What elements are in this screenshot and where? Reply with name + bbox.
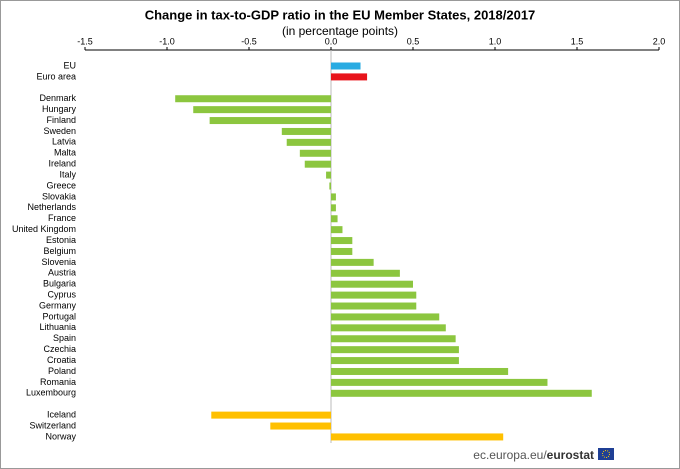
bar (331, 378, 548, 386)
bar (331, 280, 413, 288)
eu-flag (598, 448, 614, 460)
bar (331, 226, 343, 234)
bar (331, 193, 336, 201)
bar (331, 62, 361, 70)
footer-brand: eurostat (547, 448, 594, 462)
bar (331, 215, 338, 223)
bar (211, 411, 331, 419)
chart-subtitle: (in percentage points) (282, 24, 398, 38)
bar (331, 335, 456, 343)
y-tick-label: Cyprus (47, 289, 76, 299)
bar (331, 357, 459, 365)
y-tick-label: Estonia (46, 235, 76, 245)
chart-title: Change in tax-to-GDP ratio in the EU Mem… (145, 7, 536, 22)
y-tick-label: Latvia (52, 137, 76, 147)
y-tick-label: Poland (48, 366, 76, 376)
y-tick-label: Iceland (47, 409, 76, 419)
bar (331, 291, 417, 299)
bar (281, 127, 331, 135)
y-tick-label: Romania (40, 377, 76, 387)
bar (331, 247, 353, 255)
bar (331, 367, 509, 375)
y-tick-label: United Kingdom (12, 224, 76, 234)
y-tick-label: Italy (59, 169, 76, 179)
y-tick-label: Switzerland (29, 420, 76, 430)
y-tick-label: Slovakia (42, 191, 76, 201)
bar (331, 433, 504, 441)
footer-prefix: ec.europa.eu/ (473, 448, 547, 462)
y-tick-label: Netherlands (27, 202, 76, 212)
x-tick-label: 0.0 (325, 36, 338, 46)
bar (331, 73, 368, 81)
y-tick-label: Hungary (42, 104, 77, 114)
y-tick-label: EU (63, 60, 76, 70)
y-tick-label: Spain (53, 333, 76, 343)
bar (175, 95, 331, 103)
x-tick-label: 1.0 (489, 36, 502, 46)
y-tick-label: Portugal (42, 311, 76, 321)
y-tick-label: Germany (39, 300, 77, 310)
y-tick-label: Greece (46, 180, 76, 190)
x-tick-label: -1.0 (159, 36, 175, 46)
y-tick-label: Norway (45, 431, 76, 441)
y-tick-label: Slovenia (41, 257, 76, 267)
bar (331, 346, 459, 354)
y-tick-label: Sweden (43, 126, 76, 136)
bar (270, 422, 331, 430)
bar (331, 204, 336, 212)
bar (331, 302, 417, 310)
bar (286, 138, 331, 146)
y-tick-label: Finland (46, 115, 76, 125)
x-tick-label: 2.0 (653, 36, 666, 46)
y-tick-label: Belgium (43, 246, 76, 256)
y-tick-label: Ireland (48, 159, 76, 169)
bar (331, 324, 446, 332)
x-tick-label: -1.5 (77, 36, 93, 46)
y-tick-label: France (48, 213, 76, 223)
bar (193, 106, 331, 114)
y-tick-label: Austria (48, 268, 76, 278)
y-tick-label: Lithuania (39, 322, 76, 332)
x-tick-label: -0.5 (241, 36, 257, 46)
bar (299, 149, 331, 157)
bar (331, 389, 592, 397)
footer: ec.europa.eu/eurostat (473, 448, 594, 462)
bar (331, 258, 374, 266)
y-tick-label: Croatia (47, 355, 76, 365)
bar (326, 171, 331, 179)
bar (329, 182, 331, 190)
bar (331, 237, 353, 245)
bar (331, 269, 400, 277)
y-tick-label: Czechia (43, 344, 76, 354)
y-tick-label: Denmark (39, 93, 76, 103)
y-tick-label: Euro area (36, 71, 76, 81)
bar (331, 313, 440, 321)
bar (304, 160, 331, 168)
eu-stars (602, 450, 610, 458)
y-tick-label: Luxembourg (26, 388, 76, 398)
y-tick-label: Malta (54, 148, 76, 158)
x-tick-label: 1.5 (571, 36, 584, 46)
x-tick-label: 0.5 (407, 36, 420, 46)
y-tick-label: Bulgaria (43, 279, 76, 289)
bar (209, 117, 331, 125)
